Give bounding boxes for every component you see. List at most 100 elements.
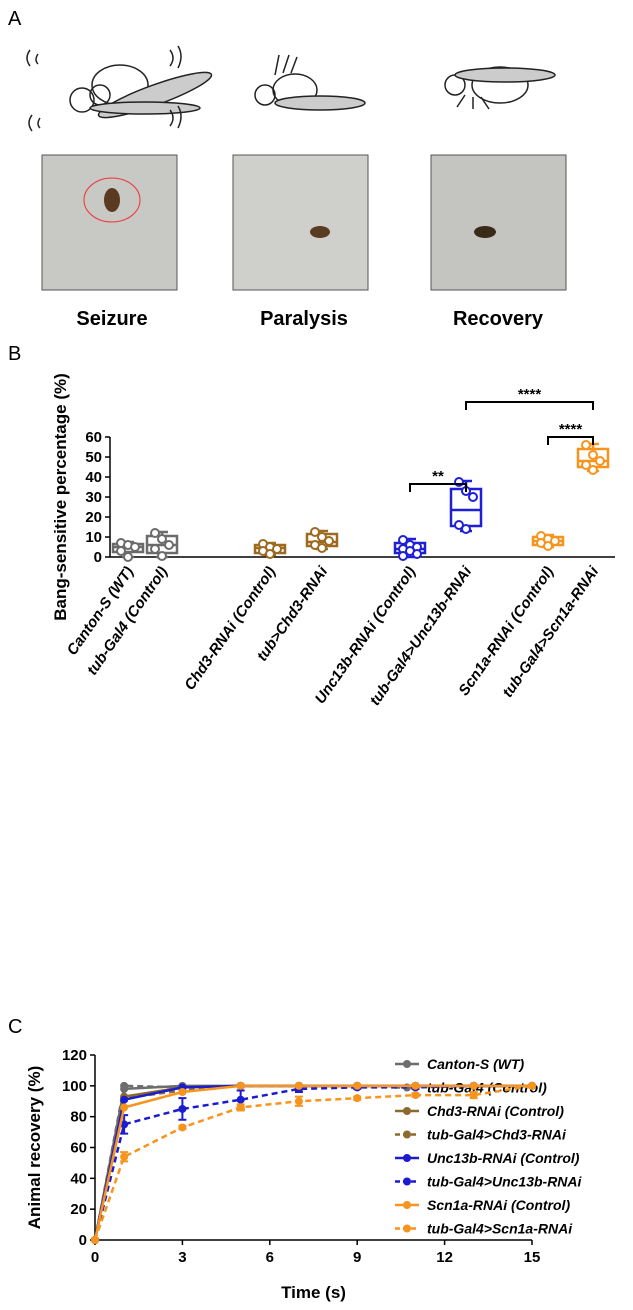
data-point <box>116 546 126 556</box>
legend-label: tub-Gal4 (Control) <box>427 1080 547 1096</box>
data-point <box>157 551 167 561</box>
data-point <box>120 1120 129 1129</box>
y-tick-label: 10 <box>85 529 102 546</box>
data-point <box>528 1081 536 1090</box>
data-point <box>164 540 174 550</box>
data-point <box>236 1103 245 1112</box>
panel-label: A <box>8 8 22 30</box>
legend-marker <box>403 1201 411 1209</box>
x-tick-label: Unc13b-RNAi (Control) <box>312 564 420 708</box>
data-point <box>120 1081 129 1090</box>
legend-marker <box>403 1107 411 1115</box>
data-point <box>157 534 167 544</box>
data-point <box>550 536 560 546</box>
data-point <box>411 1091 420 1100</box>
legend-label: Canton-S (WT) <box>427 1056 525 1072</box>
significance-bracket <box>465 401 594 410</box>
legend-marker <box>403 1154 411 1162</box>
data-point <box>469 1091 478 1100</box>
data-point <box>412 549 422 559</box>
significance-label: ** <box>432 468 444 485</box>
data-point <box>294 1097 303 1106</box>
data-point <box>317 543 327 553</box>
data-point <box>581 460 591 470</box>
data-point <box>469 1081 478 1090</box>
data-point <box>294 1081 303 1090</box>
fly-sketches <box>26 45 556 132</box>
panel-label: C <box>8 1016 22 1038</box>
y-tick-label: 60 <box>85 429 102 446</box>
data-point <box>120 1095 129 1104</box>
y-axis-title: Bang-sensitive percentage (%) <box>51 373 70 621</box>
data-point <box>130 542 140 552</box>
significance-bracket <box>547 436 594 445</box>
legend-label: Unc13b-RNAi (Control) <box>427 1150 580 1166</box>
data-point <box>588 450 598 460</box>
x-tick-label: 0 <box>91 1249 99 1266</box>
data-point <box>398 551 408 561</box>
data-point <box>581 440 591 450</box>
y-tick-label: 0 <box>79 1232 87 1249</box>
data-point <box>91 1236 99 1244</box>
data-point <box>120 1103 129 1112</box>
legend-label: tub-Gal4>Scn1a-RNAi <box>427 1221 573 1237</box>
x-tick-label: 12 <box>436 1249 453 1266</box>
stage-label: Paralysis <box>260 308 348 330</box>
x-tick-label: 15 <box>524 1249 541 1266</box>
data-point <box>353 1094 362 1103</box>
photos <box>41 154 567 291</box>
data-point <box>150 528 160 538</box>
data-point <box>595 456 605 466</box>
data-point <box>236 1095 245 1104</box>
significance-label: **** <box>559 421 583 438</box>
x-tick-label: 6 <box>266 1249 274 1266</box>
data-point <box>236 1081 245 1090</box>
data-point <box>411 1081 420 1090</box>
legend-label: tub-Gal4>Chd3-RNAi <box>427 1127 567 1143</box>
legend-label: Scn1a-RNAi (Control) <box>427 1197 570 1213</box>
y-tick-label: 20 <box>70 1201 87 1218</box>
y-tick-label: 20 <box>85 509 102 526</box>
data-point <box>120 1152 129 1161</box>
x-tick-label: 3 <box>178 1249 186 1266</box>
data-point <box>123 552 133 562</box>
y-tick-label: 40 <box>85 469 102 486</box>
data-point <box>265 549 275 559</box>
significance-label: **** <box>518 386 542 403</box>
data-point <box>461 524 471 534</box>
y-tick-label: 80 <box>70 1109 87 1126</box>
legend-label: Chd3-RNAi (Control) <box>427 1103 564 1119</box>
data-point <box>178 1088 187 1096</box>
data-point <box>150 544 160 554</box>
y-tick-label: 100 <box>62 1078 87 1095</box>
data-point <box>178 1104 187 1113</box>
legend-marker <box>403 1177 411 1186</box>
y-tick-label: 120 <box>62 1047 87 1064</box>
legend-label: tub-Gal4>Unc13b-RNAi <box>427 1174 583 1190</box>
data-point <box>310 527 320 537</box>
x-tick-label: Chd3-RNAi (Control) <box>181 564 279 694</box>
y-tick-label: 60 <box>70 1140 87 1157</box>
y-tick-label: 30 <box>85 489 102 506</box>
data-point <box>353 1081 362 1090</box>
y-tick-label: 0 <box>94 549 102 566</box>
legend-marker <box>403 1060 411 1068</box>
stage-label: Recovery <box>453 308 544 330</box>
data-point <box>543 541 553 551</box>
data-point <box>178 1123 187 1132</box>
y-tick-label: 50 <box>85 449 102 466</box>
x-tick-label: 9 <box>353 1249 361 1266</box>
legend-marker <box>403 1224 411 1233</box>
stage-label: Seizure <box>76 308 147 330</box>
panel-label: B <box>8 343 21 365</box>
y-axis-title: Animal recovery (%) <box>25 1066 44 1229</box>
significance-bracket <box>409 483 467 492</box>
data-point <box>272 544 282 554</box>
data-point <box>468 492 478 502</box>
data-point <box>588 465 598 475</box>
legend-marker <box>403 1130 411 1139</box>
y-tick-label: 40 <box>70 1170 87 1187</box>
data-point <box>324 536 334 546</box>
x-axis-title: Time (s) <box>281 1283 346 1302</box>
